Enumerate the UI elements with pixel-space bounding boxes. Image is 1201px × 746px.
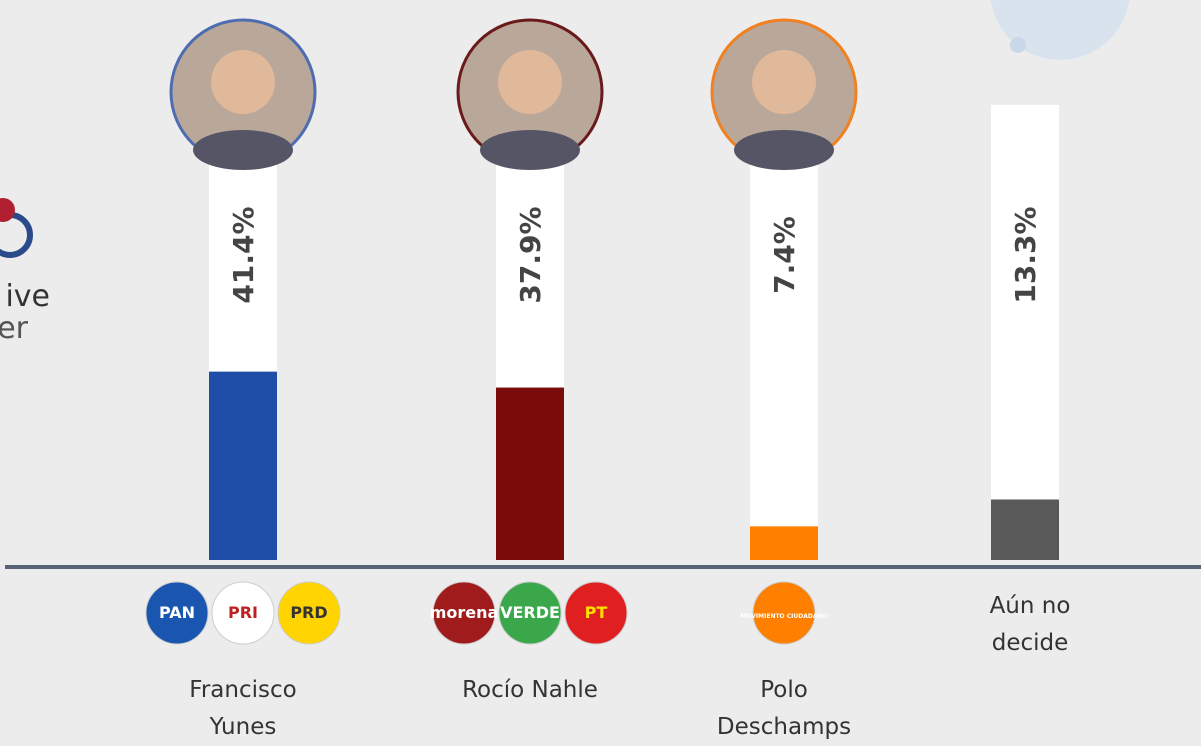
party-name: VERDE — [500, 603, 560, 622]
party-logo — [498, 581, 562, 645]
photo-body — [734, 130, 834, 170]
photo-body — [480, 130, 580, 170]
bar-track — [991, 105, 1059, 560]
bar — [496, 387, 564, 560]
party-logo — [145, 581, 209, 645]
category-label: Polo Deschamps — [716, 677, 852, 740]
value-label: 41.4% — [227, 206, 260, 303]
decor — [1010, 37, 1026, 53]
photo-body — [193, 130, 293, 170]
party-name: PRI — [228, 603, 258, 622]
party-logo — [564, 581, 628, 645]
logo-text: ive — [5, 279, 50, 314]
decor — [990, 0, 1130, 60]
party-name: PRD — [290, 603, 327, 622]
party-logo — [211, 581, 275, 645]
party-name: morena — [430, 603, 499, 622]
party-name: PT — [585, 603, 608, 622]
bar — [209, 371, 277, 560]
value-label: 7.4% — [768, 216, 801, 294]
category-label: Rocío Nahle — [462, 677, 598, 703]
logo-mark — [0, 198, 15, 222]
bar — [991, 499, 1059, 560]
category-label: Aún no decide — [989, 593, 1071, 656]
photo-face — [498, 50, 562, 114]
party-logo — [432, 581, 496, 645]
party-name: PAN — [159, 603, 195, 622]
party-logo — [752, 581, 816, 645]
logo-text: er — [0, 311, 29, 346]
bar — [750, 526, 818, 560]
photo-face — [211, 50, 275, 114]
value-label: 37.9% — [514, 206, 547, 303]
category-label: Francisco Yunes — [189, 677, 297, 740]
value-label: 13.3% — [1009, 206, 1042, 303]
photo-face — [752, 50, 816, 114]
bar-track — [750, 105, 818, 560]
party-name: MOVIMIENTO CIUDADANO — [740, 613, 827, 620]
party-logo — [277, 581, 341, 645]
